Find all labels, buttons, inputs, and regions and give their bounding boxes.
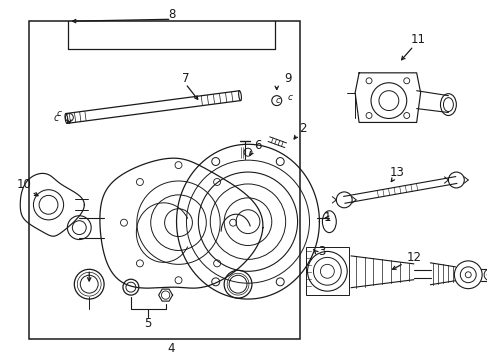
Text: 12: 12	[406, 251, 420, 264]
Text: c: c	[275, 96, 280, 105]
Text: 4: 4	[167, 342, 175, 355]
Text: 11: 11	[410, 33, 425, 46]
Text: 7: 7	[182, 72, 189, 85]
Text: 9: 9	[284, 72, 291, 85]
Text: 8: 8	[167, 8, 175, 21]
Bar	[305, 247, 348, 295]
Text: c: c	[286, 93, 291, 102]
Bar	[29, 21, 299, 339]
Text: c: c	[57, 109, 62, 118]
Text: 6: 6	[254, 139, 261, 152]
Text: 2: 2	[298, 122, 305, 135]
Text: 10: 10	[16, 179, 31, 192]
Text: 13: 13	[388, 166, 404, 179]
Text: 3: 3	[317, 245, 325, 258]
Text: c: c	[54, 113, 59, 123]
Text: 1: 1	[323, 211, 330, 224]
Text: 5: 5	[144, 318, 151, 330]
